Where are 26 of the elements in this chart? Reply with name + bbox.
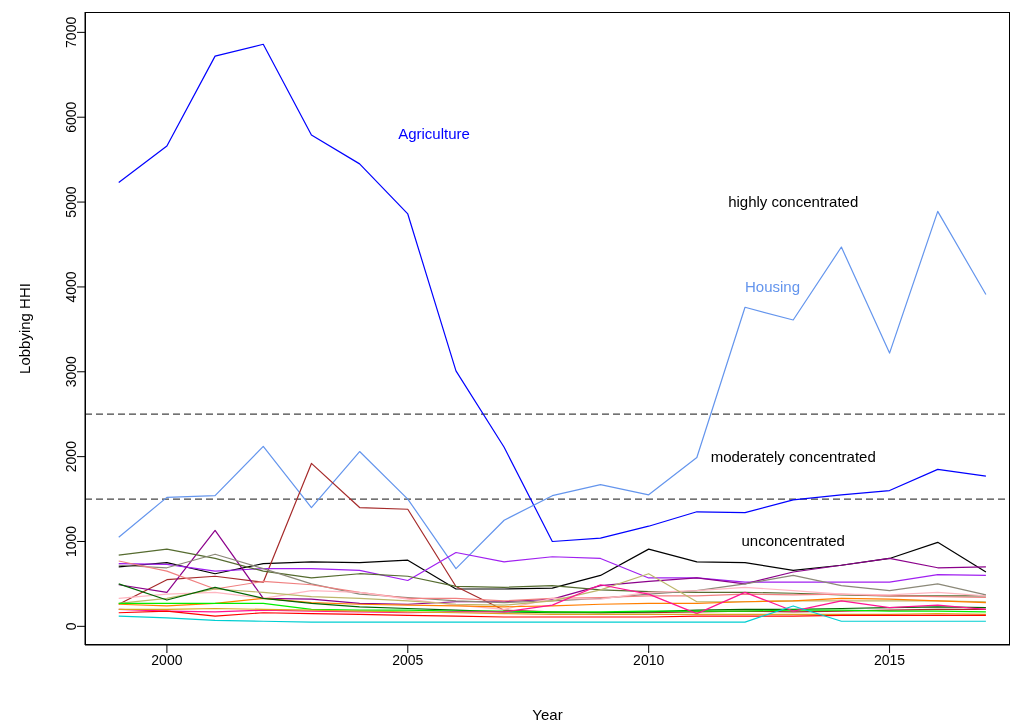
x-axis-title: Year xyxy=(532,706,563,723)
text: Agriculture xyxy=(398,125,470,143)
y-tick-label: 3000 xyxy=(62,355,79,388)
line-series xyxy=(118,605,987,623)
annotation: moderately concentrated xyxy=(710,447,876,465)
x-tick-label: 2015 xyxy=(873,651,906,668)
line-series xyxy=(118,551,987,583)
y-tick-label: 0 xyxy=(62,622,79,631)
x-tick-label: 2010 xyxy=(633,651,665,668)
y-axis-title: Lobbying HHI xyxy=(16,283,34,374)
annotation: unconcentrated xyxy=(741,532,845,550)
line-series xyxy=(118,529,987,605)
series-label: Housing xyxy=(745,277,801,295)
y-tick-label: 2000 xyxy=(62,440,79,473)
y-tick-label: 4000 xyxy=(62,271,79,303)
y-tick-label: 6000 xyxy=(62,101,79,133)
y-tick-label: 5000 xyxy=(62,186,79,218)
line-series xyxy=(118,210,987,570)
x-tick-label: 2005 xyxy=(392,651,424,668)
annotation: highly concentrated xyxy=(728,193,859,211)
line-series xyxy=(118,560,987,602)
y-tick-label: 1000 xyxy=(62,525,79,558)
x-tick-label: 2000 xyxy=(151,651,183,668)
y-tick-label: 7000 xyxy=(62,16,79,48)
line-series xyxy=(118,602,987,613)
line-series xyxy=(118,597,987,608)
